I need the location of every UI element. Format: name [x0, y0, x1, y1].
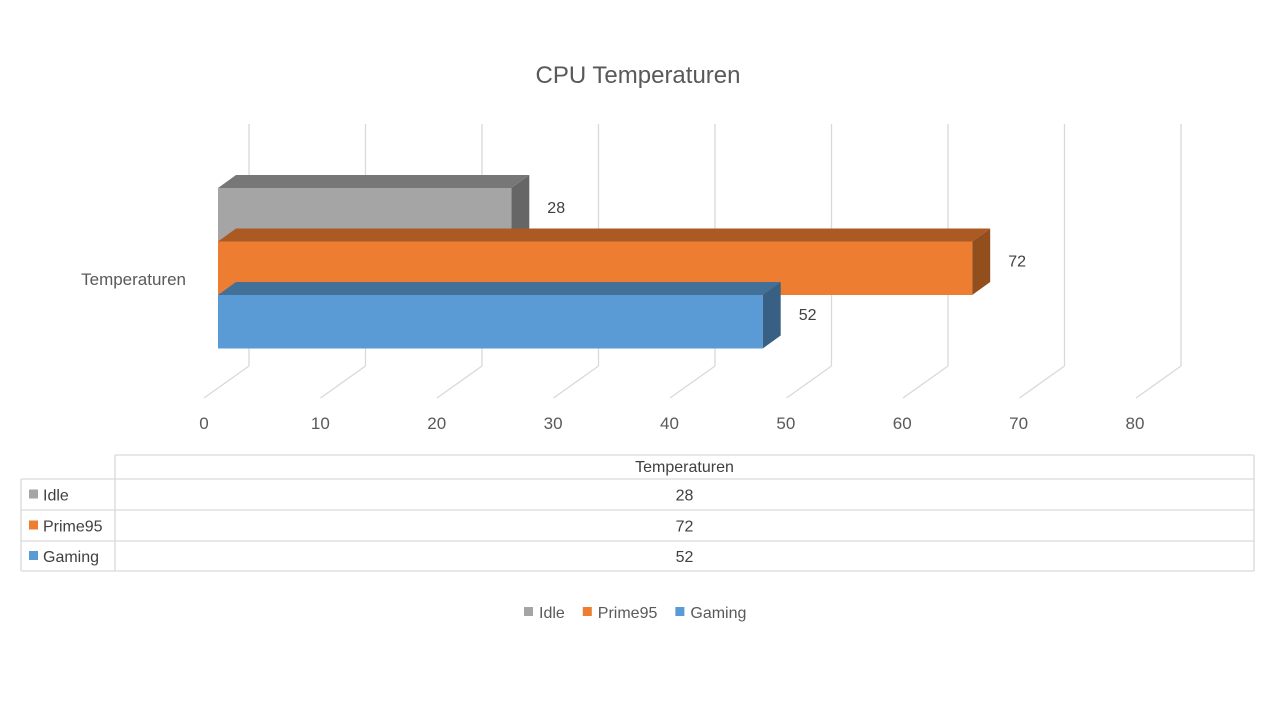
- legend-label: Idle: [539, 605, 565, 622]
- legend-label: Prime95: [598, 605, 658, 622]
- bar-side-face: [511, 175, 530, 242]
- gridline-floor: [203, 365, 250, 399]
- x-tick-label: 60: [893, 414, 912, 433]
- x-tick-label: 80: [1126, 414, 1145, 433]
- legend-key: [582, 607, 592, 616]
- bar-side-face: [762, 282, 781, 349]
- table-legend-key: [29, 520, 38, 530]
- x-tick-label: 70: [1009, 414, 1028, 433]
- table-cell-value: 52: [676, 549, 694, 566]
- legend-label: Gaming: [690, 605, 746, 622]
- data-label: 52: [799, 307, 817, 324]
- data-table: Temperaturen Idle 28 Prime95 72 Gaming 52: [20, 454, 1255, 572]
- gridline-floor: [553, 365, 599, 399]
- table-cell-value: 72: [676, 519, 694, 536]
- legend: Idle Prime95 Gaming: [524, 605, 746, 622]
- data-labels: 28 72 52: [547, 200, 1026, 324]
- category-label: Temperaturen: [81, 270, 186, 289]
- gridline-floor: [1019, 365, 1065, 399]
- gridline-floor: [1135, 365, 1182, 399]
- table-series-name: Idle: [43, 488, 69, 505]
- gridline-floor: [902, 365, 949, 399]
- bar-front-face: [218, 295, 763, 349]
- data-label: 72: [1008, 253, 1026, 270]
- x-tick-label: 30: [544, 414, 563, 433]
- bars: [218, 175, 991, 349]
- gridline-floor: [436, 365, 483, 399]
- gridline-floor: [320, 365, 366, 399]
- data-label: 28: [547, 200, 565, 217]
- table-legend-key: [29, 489, 38, 499]
- table-series-name: Prime95: [43, 519, 103, 536]
- chart-title: CPU Temperaturen: [536, 62, 741, 89]
- legend-key: [524, 607, 533, 616]
- bar-gaming: [218, 282, 781, 349]
- table-cell-value: 28: [676, 488, 694, 505]
- table-legend-key: [29, 551, 38, 560]
- x-tick-label: 50: [776, 414, 795, 433]
- x-axis-ticks: 0 10 20 30 40 50 60 70 80: [199, 414, 1144, 433]
- bar-top-face: [218, 228, 991, 242]
- table-header: Temperaturen: [635, 459, 734, 476]
- bar-top-face: [218, 175, 530, 188]
- bar-top-face: [218, 282, 781, 295]
- bar-side-face: [972, 228, 991, 295]
- x-tick-label: 20: [427, 414, 446, 433]
- x-tick-label: 40: [660, 414, 679, 433]
- x-tick-label: 0: [199, 414, 208, 433]
- gridline-floor: [786, 365, 832, 399]
- legend-key: [675, 607, 685, 616]
- table-series-name: Gaming: [43, 549, 99, 566]
- gridline-floor: [669, 365, 716, 399]
- x-tick-label: 10: [311, 414, 330, 433]
